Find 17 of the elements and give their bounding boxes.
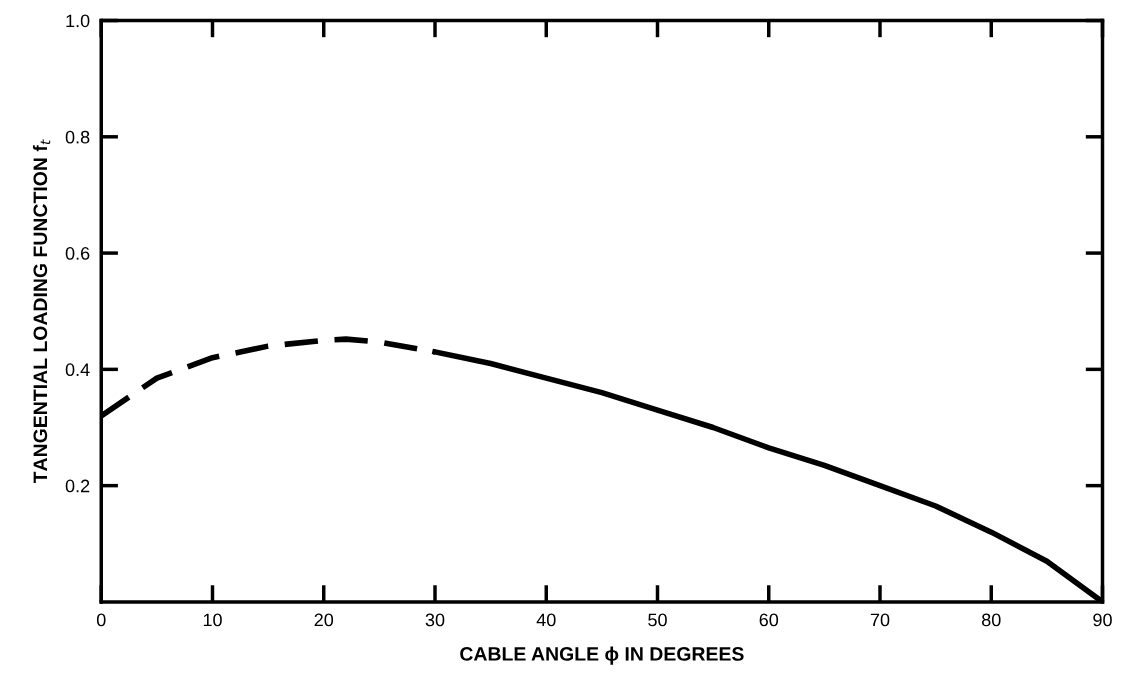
x-tick-label: 50 — [648, 613, 667, 627]
x-tick-label: 40 — [536, 613, 556, 627]
x-axis-title: CABLE ANGLE ϕ IN DEGREES — [460, 646, 744, 665]
x-tick-label: 20 — [314, 613, 334, 627]
x-tick-label: 60 — [759, 613, 779, 627]
y-tick-label: 0.2 — [65, 479, 90, 493]
y-tick-label: 0.6 — [65, 247, 90, 260]
y-tick-label: 0.4 — [65, 363, 90, 377]
x-tick-label: 70 — [870, 613, 890, 627]
x-tick-label: 90 — [1093, 613, 1112, 627]
x-tick-label: 0 — [96, 613, 106, 627]
y-axis-title: TANGENTIAL LOADING FUNCTION f$_{t}$ — [32, 139, 51, 484]
y-tick-label: 0.8 — [65, 130, 90, 144]
x-tick-label: 30 — [425, 613, 445, 627]
x-tick-label: 10 — [203, 613, 222, 627]
x-tick-label: 80 — [981, 613, 1001, 627]
y-tick-label: 1.0 — [66, 14, 90, 28]
